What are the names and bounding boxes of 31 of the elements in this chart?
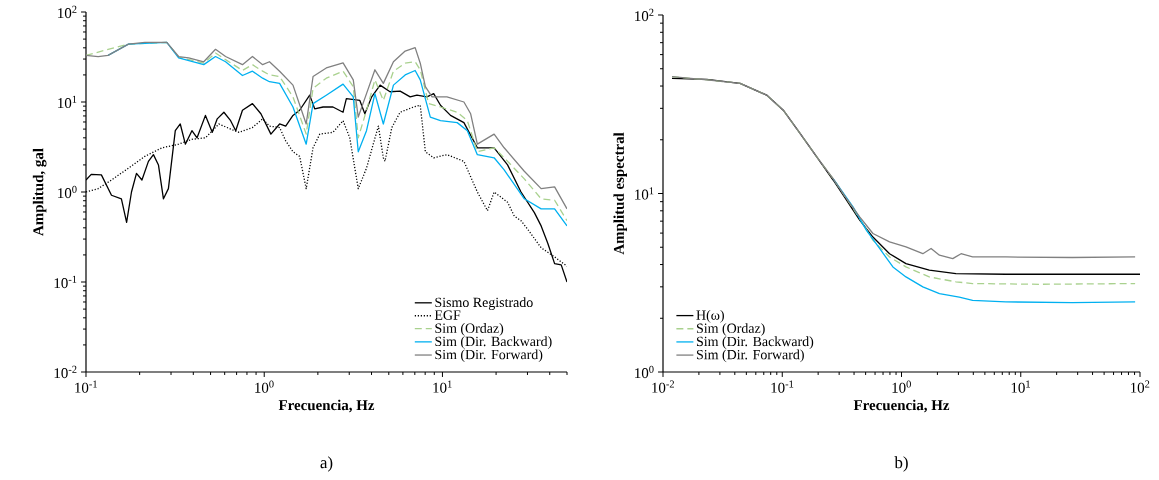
y-axis-title: Amplitud espectral (613, 132, 627, 255)
legend-label: Sim (Dir. Backward) (435, 336, 552, 349)
y-tick-label: 10$^{1}$ (58, 95, 77, 109)
y-tick-label: 10$^{2}$ (58, 5, 77, 19)
legend-label: H(ω) (696, 310, 724, 323)
legend-label: EGF (434, 310, 461, 320)
y-tick-label: 10$^{-2}$ (54, 365, 77, 379)
text: a) (320, 456, 333, 472)
x-tick-label: 10$^{-1}$ (75, 380, 97, 393)
y-tick-label: 10$^{2}$ (635, 8, 654, 22)
x-tick-label: 10$^{2}$ (1130, 380, 1150, 393)
legend-label: Sim (Ordaz) (696, 323, 765, 336)
y-tick-label: 10$^{0}$ (635, 365, 654, 379)
x-axis-title: Frecuencia, Hz (278, 399, 375, 413)
legend-label: Sismo Registrado (435, 297, 533, 310)
x-tick-label: 10$^{0}$ (892, 380, 911, 393)
legend-label: Sim (Dir. Forward) (696, 349, 804, 363)
legend-label: Sim (Dir. Backward) (696, 336, 814, 349)
x-axis-title: Frecuencia, Hz (853, 399, 950, 413)
legend-label: Sim (Ordaz) (435, 323, 504, 336)
y-tick-label: 10$^{0}$ (58, 185, 77, 199)
x-tick-label: 10$^{1}$ (1011, 380, 1030, 393)
legend-label: Sim (Dir. Forward) (435, 349, 543, 363)
x-tick-label: 10$^{0}$ (255, 380, 274, 393)
y-tick-label: 10$^{1}$ (635, 187, 654, 200)
y-axis-title: Amplitud, gal (32, 148, 47, 236)
y-tick-label: 10$^{-1}$ (54, 275, 77, 289)
text: b) (894, 456, 908, 472)
x-tick-label: 10$^{-2}$ (652, 380, 675, 393)
x-tick-label: 10$^{-1}$ (771, 380, 794, 393)
x-tick-label: 10$^{1}$ (433, 380, 452, 393)
